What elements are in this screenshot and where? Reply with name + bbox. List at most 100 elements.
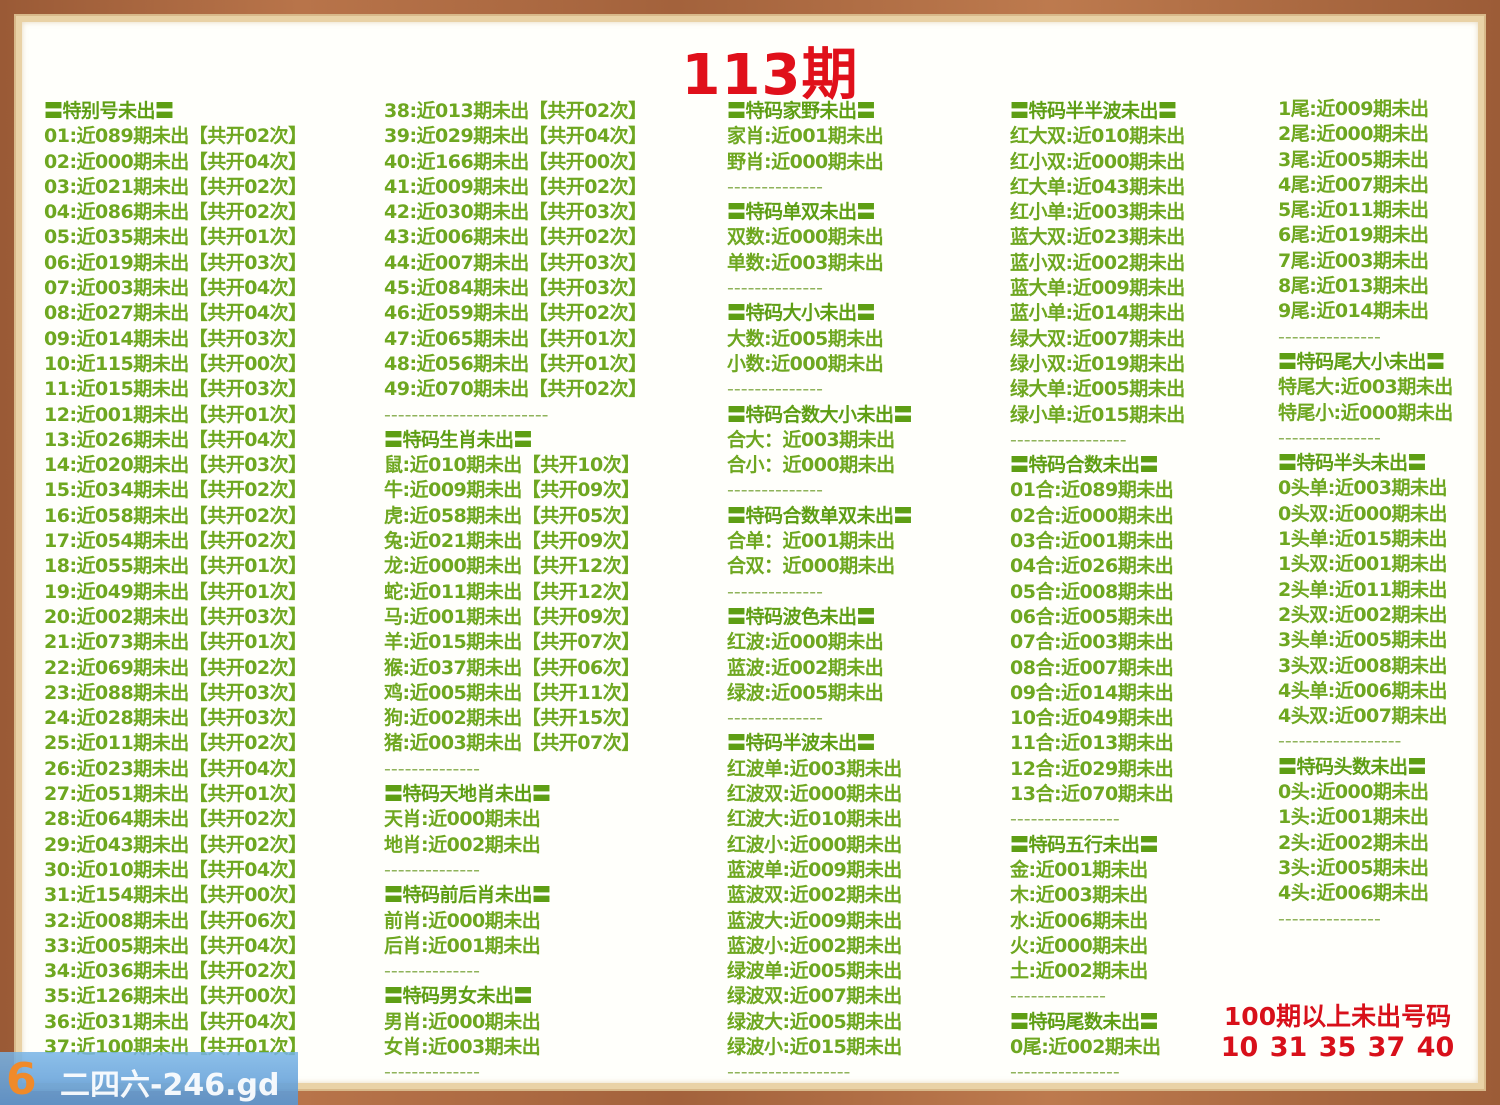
list-item: 0头双:近000期未出	[1278, 502, 1447, 525]
list-item: 6尾:近019期未出	[1278, 224, 1429, 247]
list-item: 土:近002期未出	[1010, 960, 1148, 983]
list-item: 绿小单:近015期未出	[1010, 403, 1185, 426]
list-item: 0头:近000期未出	[1278, 781, 1429, 804]
list-item: 05合:近008期未出	[1010, 580, 1174, 603]
section-header: 〓特码生肖未出〓	[384, 428, 533, 451]
divider: ------------------------	[384, 403, 549, 426]
list-item: 14:近020期未出【共开03次】	[44, 454, 307, 477]
list-item: 合单：近001期未出	[727, 530, 895, 553]
list-item: 25:近011期未出【共开02次】	[44, 732, 307, 755]
list-item: 33:近005期未出【共开04次】	[44, 934, 307, 957]
list-item: 10:近115期未出【共开00次】	[44, 352, 307, 375]
issue-title: 113期	[681, 43, 859, 108]
list-item: 红大双:近010期未出	[1010, 125, 1185, 148]
list-item: 01:近089期未出【共开02次】	[44, 125, 307, 148]
list-item: 13:近026期未出【共开04次】	[44, 428, 307, 451]
list-item: 红波:近000期未出	[727, 631, 884, 654]
divider: -----------------	[1010, 428, 1127, 451]
divider: ---------------	[1278, 426, 1381, 449]
list-item: 2尾:近000期未出	[1278, 123, 1429, 146]
divider: --------------	[384, 757, 480, 780]
list-item: 3尾:近005期未出	[1278, 148, 1429, 171]
long-missing-numbers: 10 31 35 37 40	[1220, 1032, 1455, 1063]
divider: ------------------	[727, 1061, 851, 1084]
list-item: 绿波大:近005期未出	[727, 1010, 902, 1033]
list-item: 鸡:近005期未出【共开11次】	[384, 681, 640, 704]
section-header: 〓特码合数单双未出〓	[727, 504, 913, 527]
watermark-text: 二四六-246.gd	[60, 1068, 280, 1103]
list-item: 虎:近058期未出【共开05次】	[384, 504, 640, 527]
list-item: 5尾:近011期未出	[1278, 199, 1429, 222]
list-item: 07:近003期未出【共开04次】	[44, 277, 307, 300]
list-item: 46:近059期未出【共开02次】	[384, 302, 647, 325]
list-item: 29:近043期未出【共开02次】	[44, 833, 307, 856]
divider: ---------------	[1278, 325, 1381, 348]
list-item: 44:近007期未出【共开03次】	[384, 251, 647, 274]
list-item: 27:近051期未出【共开01次】	[44, 783, 307, 806]
list-item: 绿波小:近015期未出	[727, 1035, 902, 1058]
list-item: 马:近001期未出【共开09次】	[384, 605, 640, 628]
list-item: 后肖:近001期未出	[384, 934, 541, 957]
list-item: 17:近054期未出【共开02次】	[44, 530, 307, 553]
section-header: 〓特码家野未出〓	[727, 100, 876, 122]
list-item: 蓝大双:近023期未出	[1010, 226, 1185, 249]
list-item: 前肖:近000期未出	[384, 909, 541, 932]
list-item: 大数:近005期未出	[727, 327, 884, 350]
list-item: 2头双:近002期未出	[1278, 603, 1447, 626]
list-item: 9尾:近014期未出	[1278, 300, 1429, 323]
list-item: 38:近013期未出【共开02次】	[384, 100, 647, 122]
list-item: 鼠:近010期未出【共开10次】	[384, 454, 640, 477]
list-item: 48:近056期未出【共开01次】	[384, 352, 647, 375]
divider: --------------	[727, 175, 823, 198]
section-header: 〓特码前后肖未出〓	[384, 884, 551, 907]
section-header: 〓特别号未出〓	[44, 100, 174, 122]
list-item: 天肖:近000期未出	[384, 808, 541, 831]
list-item: 合双：近000期未出	[727, 555, 895, 578]
column-attributes: 〓特码家野未出〓 家肖:近001期未出 野肖:近000期未出 ------------…	[727, 99, 913, 1086]
divider: --------------	[727, 479, 823, 502]
list-item: 水:近006期未出	[1010, 909, 1148, 932]
divider: --------------	[1010, 985, 1106, 1008]
list-item: 小数:近000期未出	[727, 352, 884, 375]
list-item: 绿波单:近005期未出	[727, 960, 902, 983]
list-item: 4头单:近006期未出	[1278, 679, 1447, 702]
list-item: 34:近036期未出【共开02次】	[44, 960, 307, 983]
list-item: 2头单:近011期未出	[1278, 578, 1447, 601]
section-header: 〓特码半半波未出〓	[1010, 100, 1177, 122]
list-item: 01合:近089期未出	[1010, 479, 1174, 502]
list-item: 20:近002期未出【共开03次】	[44, 605, 307, 628]
list-item: 43:近006期未出【共开02次】	[384, 226, 647, 249]
column-waves-sums: 〓特码半半波未出〓 红大双:近010期未出 红小双:近000期未出 红大单:近043期…	[1010, 99, 1185, 1086]
list-item: 狗:近002期未出【共开15次】	[384, 707, 640, 730]
list-item: 3头:近005期未出	[1278, 856, 1429, 879]
list-item: 绿波:近005期未出	[727, 681, 884, 704]
list-item: 09合:近014期未出	[1010, 681, 1174, 704]
list-item: 绿大单:近005期未出	[1010, 378, 1185, 401]
long-missing-title: 100期以上未出号码	[1223, 1002, 1452, 1031]
column-special-numbers: 〓特别号未出〓 01:近089期未出【共开02次】 02:近000期未出【共开04次…	[44, 99, 307, 1060]
list-item: 龙:近000期未出【共开12次】	[384, 555, 640, 578]
list-item: 兔:近021期未出【共开09次】	[384, 530, 640, 553]
list-item: 04:近086期未出【共开02次】	[44, 201, 307, 224]
list-item: 双数:近000期未出	[727, 226, 884, 249]
list-item: 红小双:近000期未出	[1010, 150, 1185, 173]
list-item: 05:近035期未出【共开01次】	[44, 226, 307, 249]
section-header: 〓特码合数未出〓	[1010, 454, 1159, 477]
list-item: 07合:近003期未出	[1010, 631, 1174, 654]
list-item: 蓝波小:近002期未出	[727, 934, 902, 957]
list-item: 特尾小:近000期未出	[1278, 401, 1453, 424]
divider: --------------	[727, 378, 823, 401]
list-item: 木:近003期未出	[1010, 884, 1148, 907]
section-header: 〓特码半波未出〓	[727, 732, 876, 755]
list-item: 3头单:近005期未出	[1278, 629, 1447, 652]
list-item: 12:近001期未出【共开01次】	[44, 403, 307, 426]
list-item: 24:近028期未出【共开03次】	[44, 707, 307, 730]
section-header: 〓特码天地肖未出〓	[384, 783, 551, 806]
list-item: 0头单:近003期未出	[1278, 477, 1447, 500]
list-item: 49:近070期未出【共开02次】	[384, 378, 647, 401]
list-item: 15:近034期未出【共开02次】	[44, 479, 307, 502]
list-item: 合大：近003期未出	[727, 428, 895, 451]
list-item: 18:近055期未出【共开01次】	[44, 555, 307, 578]
list-item: 11合:近013期未出	[1010, 732, 1174, 755]
list-item: 2头:近002期未出	[1278, 831, 1429, 854]
